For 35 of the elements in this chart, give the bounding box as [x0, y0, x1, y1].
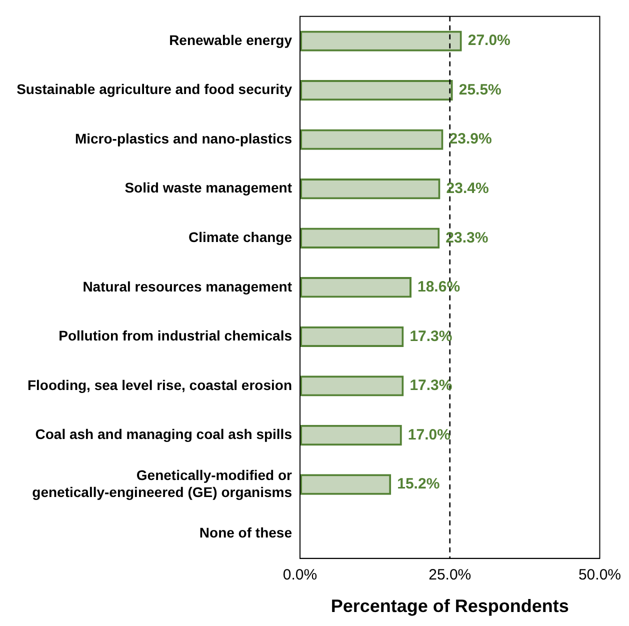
bar — [300, 129, 444, 150]
y-tick-label: Genetically-modified or genetically-engineered (GE) organisms — [32, 466, 293, 500]
data-label: 23.4% — [446, 180, 489, 197]
bar — [300, 277, 412, 298]
data-label: 17.3% — [410, 377, 452, 394]
y-tick-label: None of these — [199, 524, 292, 541]
y-tick-label: Flooding, sea level rise, coastal erosion — [27, 376, 292, 393]
bar — [300, 228, 440, 248]
y-tick-label: Solid waste management — [124, 180, 292, 196]
y-tick-label: Pollution from industrial chemicals — [58, 328, 292, 344]
bar — [300, 474, 392, 495]
x-tick-label: 50.0% — [578, 566, 622, 584]
data-label: 23.9% — [449, 130, 492, 148]
bar — [300, 80, 453, 101]
data-label: 18.6% — [418, 278, 460, 296]
bar — [300, 326, 404, 348]
y-tick-label: Natural resources management — [82, 278, 292, 294]
y-tick-label: Micro-plastics and nano-plastics — [74, 130, 292, 146]
y-tick-label: Coal ash and managing coal ash spills — [35, 426, 292, 442]
y-tick-label: Sustainable agriculture and food security — [16, 81, 292, 98]
data-label: 17.0% — [408, 426, 450, 444]
bar — [300, 30, 462, 52]
data-label: 27.0% — [468, 32, 510, 50]
bar — [300, 178, 440, 200]
x-tick-label: 25.0% — [428, 566, 472, 584]
bar — [300, 376, 404, 396]
data-label: 23.3% — [446, 229, 488, 246]
x-axis-title: Percentage of Respondents — [330, 596, 569, 616]
data-label: 17.3% — [410, 328, 452, 345]
bar — [300, 424, 402, 446]
y-tick-label: Renewable energy — [169, 32, 292, 48]
x-tick-label: 0.0% — [282, 566, 318, 584]
y-tick-label: Climate change — [188, 228, 292, 245]
data-label: 25.5% — [458, 81, 502, 98]
data-label: 15.2% — [397, 476, 440, 493]
